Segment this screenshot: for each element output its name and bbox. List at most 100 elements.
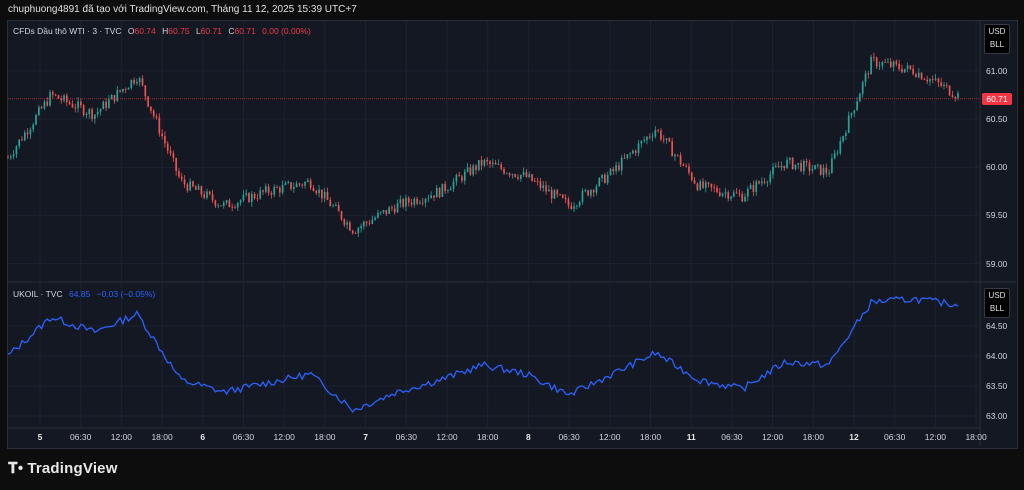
candle-body	[718, 192, 721, 196]
candle-body	[172, 153, 175, 158]
candle-body	[208, 191, 211, 195]
candle-body	[581, 190, 584, 203]
candle-body	[298, 183, 301, 185]
candle-body	[304, 182, 306, 186]
candle-body	[772, 166, 774, 175]
candle-body	[430, 195, 432, 199]
candle-body	[259, 190, 262, 199]
candle-body	[144, 85, 147, 97]
candle-body	[231, 207, 234, 208]
candle-body	[775, 166, 777, 168]
candle-body	[108, 99, 110, 108]
candle-body	[402, 199, 404, 207]
candle-body	[60, 98, 63, 101]
candle-body	[833, 153, 836, 159]
candle-body	[685, 165, 688, 167]
candle-body	[323, 192, 326, 199]
candle-body	[500, 164, 503, 169]
candle-body	[531, 174, 533, 181]
ukoil-change: −0.03 (−0.05%)	[96, 289, 156, 299]
candle-body	[312, 187, 315, 191]
candle-body	[791, 158, 794, 170]
candle-body	[662, 139, 665, 141]
candle-body	[71, 103, 74, 108]
candle-body	[640, 140, 643, 144]
candle-body	[309, 180, 312, 188]
candle-body	[744, 196, 746, 202]
ukoil-price-tick: 63.50	[986, 381, 1008, 391]
wti-unit-button[interactable]: USD BLL	[984, 24, 1010, 54]
wti-close-label: C	[228, 26, 235, 36]
candle-body	[169, 150, 172, 154]
candle-body	[388, 207, 390, 215]
candle-body	[595, 186, 598, 193]
candle-body	[503, 168, 505, 174]
candle-body	[576, 205, 578, 207]
candle-body	[37, 107, 40, 115]
candle-body	[514, 174, 517, 177]
ukoil-unit-currency: USD	[988, 291, 1006, 300]
candle-body	[494, 162, 497, 165]
candle-body	[674, 154, 676, 157]
candle-body	[91, 109, 93, 119]
candle-body	[814, 165, 816, 170]
time-tick: 18:00	[477, 432, 499, 442]
candle-body	[648, 136, 651, 138]
candle-body	[732, 192, 735, 197]
candle-body	[716, 187, 718, 193]
last-price-tag: 60.71	[982, 92, 1012, 105]
ukoil-price-tick: 64.50	[986, 321, 1008, 331]
chart-frame[interactable]	[7, 20, 1018, 449]
candle-body	[270, 192, 273, 195]
candle-body	[21, 139, 23, 141]
candle-body	[590, 190, 592, 196]
candle-body	[553, 190, 556, 199]
candle-body	[570, 205, 573, 209]
ukoil-unit-button[interactable]: USD BLL	[984, 288, 1010, 318]
candle-body	[567, 199, 570, 206]
candle-body	[433, 195, 435, 198]
candle-body	[954, 97, 957, 98]
candle-body	[632, 150, 634, 154]
candle-body	[676, 154, 679, 156]
candle-body	[859, 93, 861, 102]
candle-body	[758, 181, 760, 184]
time-tick: 8	[526, 432, 531, 442]
candle-body	[472, 165, 475, 175]
candle-body	[116, 89, 119, 102]
candle-body	[15, 146, 18, 155]
candle-body	[626, 154, 629, 158]
ukoil-symbol[interactable]: UKOIL · TVC	[13, 289, 63, 299]
candle-body	[74, 107, 77, 109]
candle-body	[147, 96, 149, 107]
time-tick: 18:00	[965, 432, 987, 442]
candle-body	[99, 109, 102, 112]
candle-body	[805, 161, 808, 163]
candle-body	[766, 181, 769, 183]
candle-body	[620, 157, 623, 171]
candle-body	[413, 198, 416, 205]
candle-body	[945, 84, 948, 86]
candle-body	[842, 136, 844, 142]
candle-body	[51, 92, 54, 95]
candle-body	[920, 72, 923, 80]
candle-body	[12, 154, 15, 157]
candle-body	[702, 181, 704, 188]
candle-body	[186, 184, 189, 191]
candle-body	[222, 202, 225, 207]
candle-body	[152, 110, 155, 117]
candle-body	[651, 136, 654, 138]
candle-body	[755, 181, 758, 192]
candle-body	[262, 190, 264, 192]
candle-body	[853, 110, 856, 114]
candle-body	[18, 139, 21, 147]
candle-body	[612, 168, 615, 172]
candle-body	[419, 202, 421, 204]
candle-body	[248, 193, 250, 203]
wti-symbol[interactable]: CFDs Dầu thô WTI · 3 · TVC	[13, 26, 122, 36]
candle-body	[604, 174, 606, 183]
time-tick: 18:00	[151, 432, 173, 442]
tradingview-logo[interactable]: 𝐓• TradingView	[8, 460, 118, 477]
time-tick: 12:00	[110, 432, 133, 442]
